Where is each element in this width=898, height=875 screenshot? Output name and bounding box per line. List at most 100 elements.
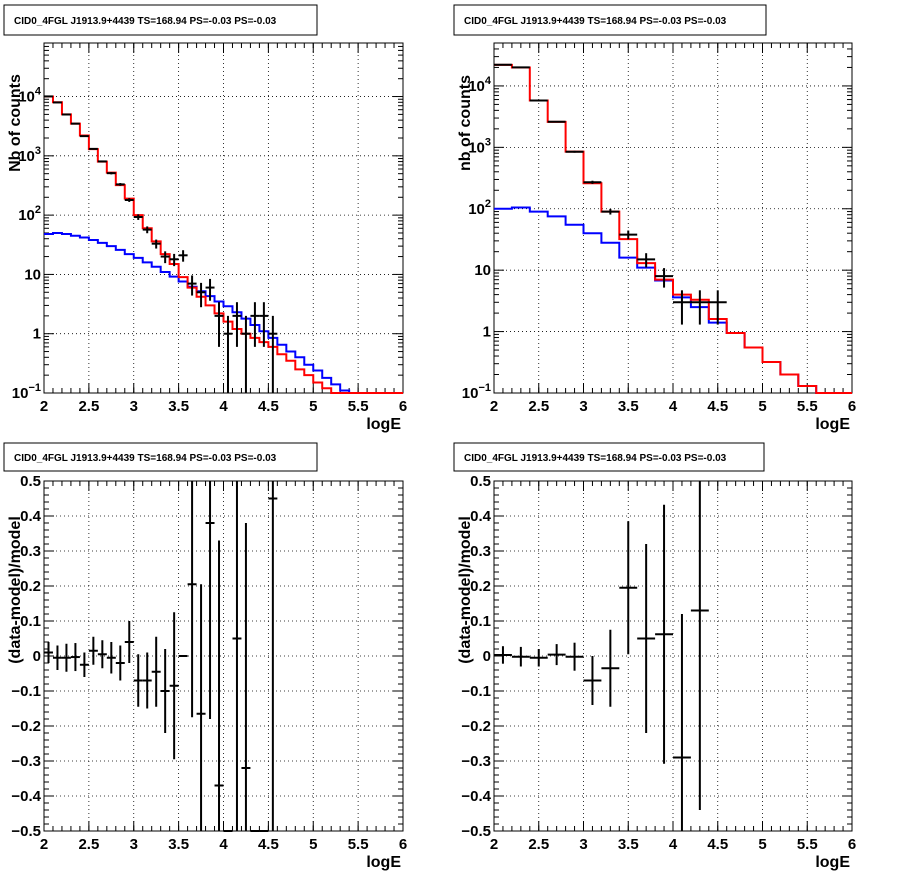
- data-point: [142, 652, 152, 709]
- data-point: [52, 645, 62, 670]
- data-point: [673, 290, 691, 325]
- y-tick-label: 1: [33, 326, 41, 343]
- x-tick-label: 3: [579, 398, 587, 415]
- data-point: [673, 614, 691, 831]
- x-tick-label: 4.5: [707, 398, 728, 415]
- background-model-histogram: [44, 231, 403, 394]
- data-point: [160, 649, 170, 733]
- x-tick-label: 2.5: [528, 398, 549, 415]
- data-point: [115, 183, 125, 186]
- data-point: [232, 302, 242, 347]
- data-point: [124, 198, 134, 202]
- data-point: [565, 150, 584, 153]
- x-tick-label: 3.5: [618, 836, 639, 853]
- x-axis-label: logE: [366, 854, 401, 871]
- x-tick-label: 4: [669, 836, 678, 853]
- data-point: [106, 642, 116, 674]
- data-point: [637, 544, 656, 733]
- data-point: [169, 612, 179, 760]
- data-point: [601, 208, 620, 215]
- y-tick-label: 103: [18, 145, 41, 165]
- data-point: [44, 95, 53, 98]
- y-tick-label: −0.5: [461, 823, 491, 840]
- data-point: [205, 278, 215, 301]
- x-tick-label: 2.5: [78, 836, 99, 853]
- data-point: [547, 644, 566, 666]
- x-tick-label: 5: [309, 398, 317, 415]
- y-tick-label: 104: [468, 75, 492, 95]
- x-tick-label: 5.5: [797, 398, 818, 415]
- x-tick-label: 3.5: [618, 398, 639, 415]
- data-point: [70, 122, 80, 125]
- data-point: [655, 268, 673, 288]
- x-axis-label: logE: [366, 416, 401, 433]
- y-axis-label: Nb of counts: [7, 74, 24, 172]
- y-tick-label: 1: [483, 324, 491, 341]
- data-point: [583, 656, 602, 705]
- y-axis-label: (data-model)/model: [7, 516, 24, 664]
- data-point: [214, 302, 224, 347]
- x-tick-label: 4.5: [258, 836, 279, 853]
- data-point: [106, 172, 116, 175]
- y-tick-label: 0.1: [20, 613, 41, 630]
- x-tick-label: 5: [309, 836, 317, 853]
- data-point: [187, 481, 197, 718]
- x-tick-label: 5: [758, 398, 766, 415]
- x-tick-label: 3.5: [168, 398, 189, 415]
- y-tick-label: 10−1: [12, 382, 41, 402]
- chart-title: CID0_4FGL J1913.9+4439 TS=168.94 PS=-0.0…: [14, 453, 277, 464]
- data-point: [241, 523, 251, 831]
- x-tick-label: 5.5: [348, 836, 369, 853]
- x-tick-label: 5.5: [348, 398, 369, 415]
- y-tick-label: 0: [483, 648, 491, 665]
- y-tick-label: 103: [468, 136, 491, 156]
- data-point: [88, 636, 98, 665]
- y-tick-label: −0.4: [461, 788, 491, 805]
- x-tick-label: 2: [40, 836, 48, 853]
- x-tick-label: 2.5: [528, 836, 549, 853]
- y-tick-label: 0.3: [470, 543, 491, 560]
- data-point: [178, 250, 188, 262]
- data-point: [196, 282, 206, 308]
- y-tick-label: 0.5: [20, 473, 41, 490]
- data-point: [187, 275, 197, 296]
- data-point: [637, 253, 656, 268]
- x-tick-label: 6: [399, 836, 407, 853]
- data-point: [583, 180, 602, 184]
- x-tick-label: 4.5: [707, 836, 728, 853]
- x-tick-label: 3: [579, 836, 587, 853]
- data-point: [259, 302, 269, 347]
- y-axis-label: nb of counts: [457, 75, 474, 171]
- data-point: [232, 481, 242, 831]
- x-tick-label: 2: [490, 836, 498, 853]
- y-tick-label: 0.2: [470, 578, 491, 595]
- x-tick-label: 4.5: [258, 398, 279, 415]
- data-point: [151, 239, 161, 249]
- y-tick-label: −0.5: [11, 823, 41, 840]
- x-axis-label: logE: [815, 416, 850, 433]
- data-point: [79, 135, 89, 138]
- data-point: [169, 253, 179, 267]
- x-tick-label: 3.5: [168, 836, 189, 853]
- x-tick-label: 4: [219, 836, 228, 853]
- x-axis-label: logE: [815, 854, 850, 871]
- data-point: [547, 120, 566, 123]
- data-point: [619, 230, 638, 240]
- x-tick-label: 3: [130, 836, 138, 853]
- data-point: [268, 481, 278, 831]
- data-point: [690, 290, 709, 325]
- chart-panel-3: CID0_4FGL J1913.9+4439 TS=168.94 PS=-0.0…: [3, 442, 407, 871]
- y-tick-label: 10: [474, 262, 491, 279]
- y-tick-label: 0.4: [20, 508, 42, 525]
- data-point: [214, 540, 224, 831]
- data-point: [529, 99, 548, 102]
- data-point: [655, 504, 673, 764]
- data-point: [529, 649, 548, 667]
- data-point: [511, 646, 530, 667]
- y-tick-label: −0.4: [11, 788, 41, 805]
- data-point: [268, 315, 278, 393]
- data-point: [79, 652, 89, 677]
- x-tick-label: 4: [219, 398, 228, 415]
- y-tick-label: −0.2: [11, 718, 41, 735]
